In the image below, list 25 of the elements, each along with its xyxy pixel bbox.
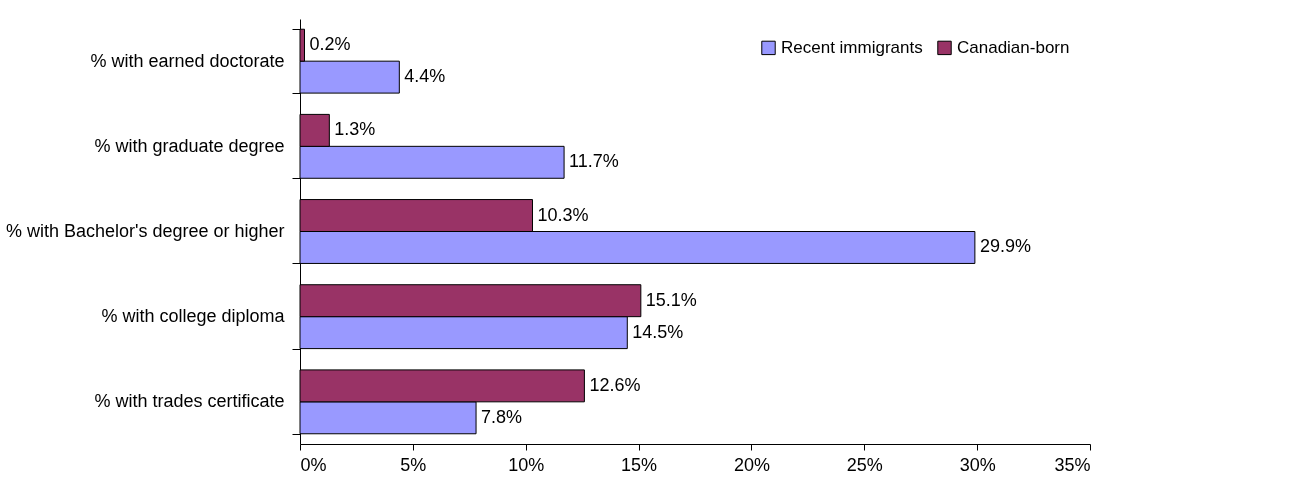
x-tick-label: 0% — [300, 454, 327, 475]
x-tick-label: 35% — [1054, 454, 1091, 475]
data-label: 12.6% — [589, 374, 641, 395]
data-label: 11.7% — [569, 151, 619, 172]
data-label: 0.2% — [309, 34, 351, 55]
legend-label: Recent immigrants — [781, 37, 923, 57]
x-tick-label: 15% — [621, 454, 658, 475]
y-tick-label: % with Bachelor's degree or higher — [5, 221, 285, 241]
x-tick-label: 5% — [400, 454, 427, 475]
data-label: 29.9% — [979, 236, 1031, 257]
data-label: 15.1% — [645, 289, 697, 310]
x-tick-label: 30% — [959, 454, 996, 475]
data-label: 4.4% — [404, 66, 446, 87]
data-label: 10.3% — [537, 204, 589, 225]
x-tick-label: 25% — [846, 454, 883, 475]
x-tick-label: 20% — [733, 454, 770, 475]
legend-label: Canadian-born — [957, 37, 1070, 57]
data-label: 1.3% — [334, 119, 376, 140]
data-label: 7.8% — [481, 406, 523, 427]
x-tick-label: 10% — [508, 454, 545, 475]
y-tick-label: % with college diploma — [101, 306, 286, 327]
data-label: 14.5% — [632, 321, 684, 342]
y-tick-label: % with graduate degree — [94, 135, 285, 156]
y-tick-label: % with trades certificate — [94, 391, 285, 412]
y-tick-label: % with earned doctorate — [90, 50, 285, 71]
